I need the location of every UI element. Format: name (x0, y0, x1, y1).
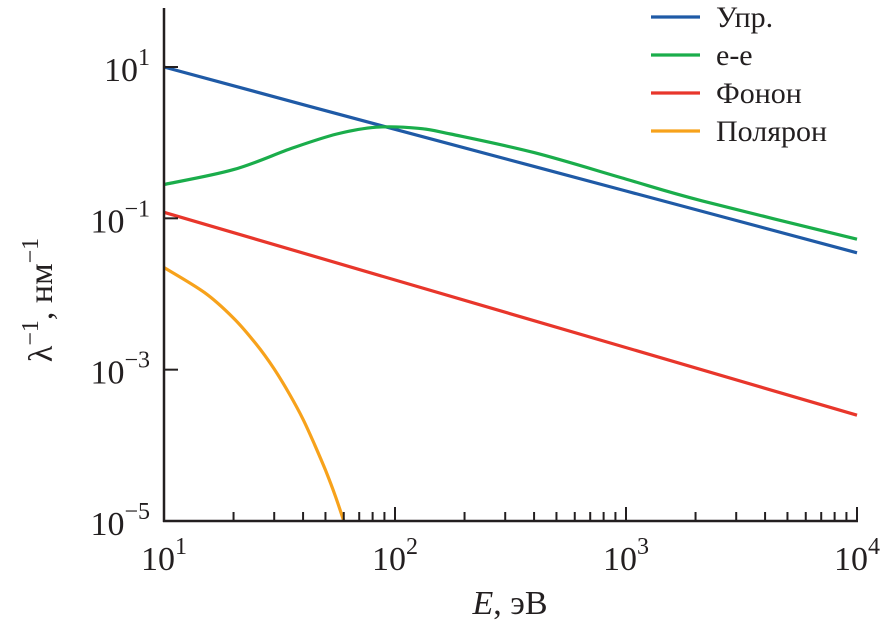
legend: Упр. e-e Фонон Полярон (651, 1, 827, 148)
y-axis-label: λ−1, нм−1 (18, 238, 60, 362)
y-tick-label: 10−3 (90, 348, 150, 392)
x-axis-label: E, эВ (471, 585, 547, 622)
series-line-1 (163, 125, 858, 241)
x-tick-label: 101 (141, 534, 187, 578)
legend-label-2: Фонон (716, 77, 802, 110)
x-tick-label: 104 (834, 534, 880, 578)
legend-label-3: Полярон (716, 115, 827, 148)
axes (162, 8, 858, 523)
legend-label-1: e-e (716, 39, 753, 72)
x-tick-label: 102 (372, 534, 418, 578)
series-layer (163, 65, 858, 522)
series-line-3 (163, 266, 346, 522)
tick-labels: 101 102 103 104 101 10−1 10−3 10−5 (90, 45, 880, 578)
legend-label-0: Упр. (716, 1, 773, 34)
x-tick-label: 103 (603, 534, 649, 578)
ticks (163, 66, 858, 522)
y-tick-label: 10−5 (90, 499, 150, 543)
y-tick-label: 101 (104, 45, 150, 89)
series-line-2 (163, 210, 858, 417)
series-line-0 (163, 65, 858, 255)
y-tick-label: 10−1 (90, 196, 150, 240)
